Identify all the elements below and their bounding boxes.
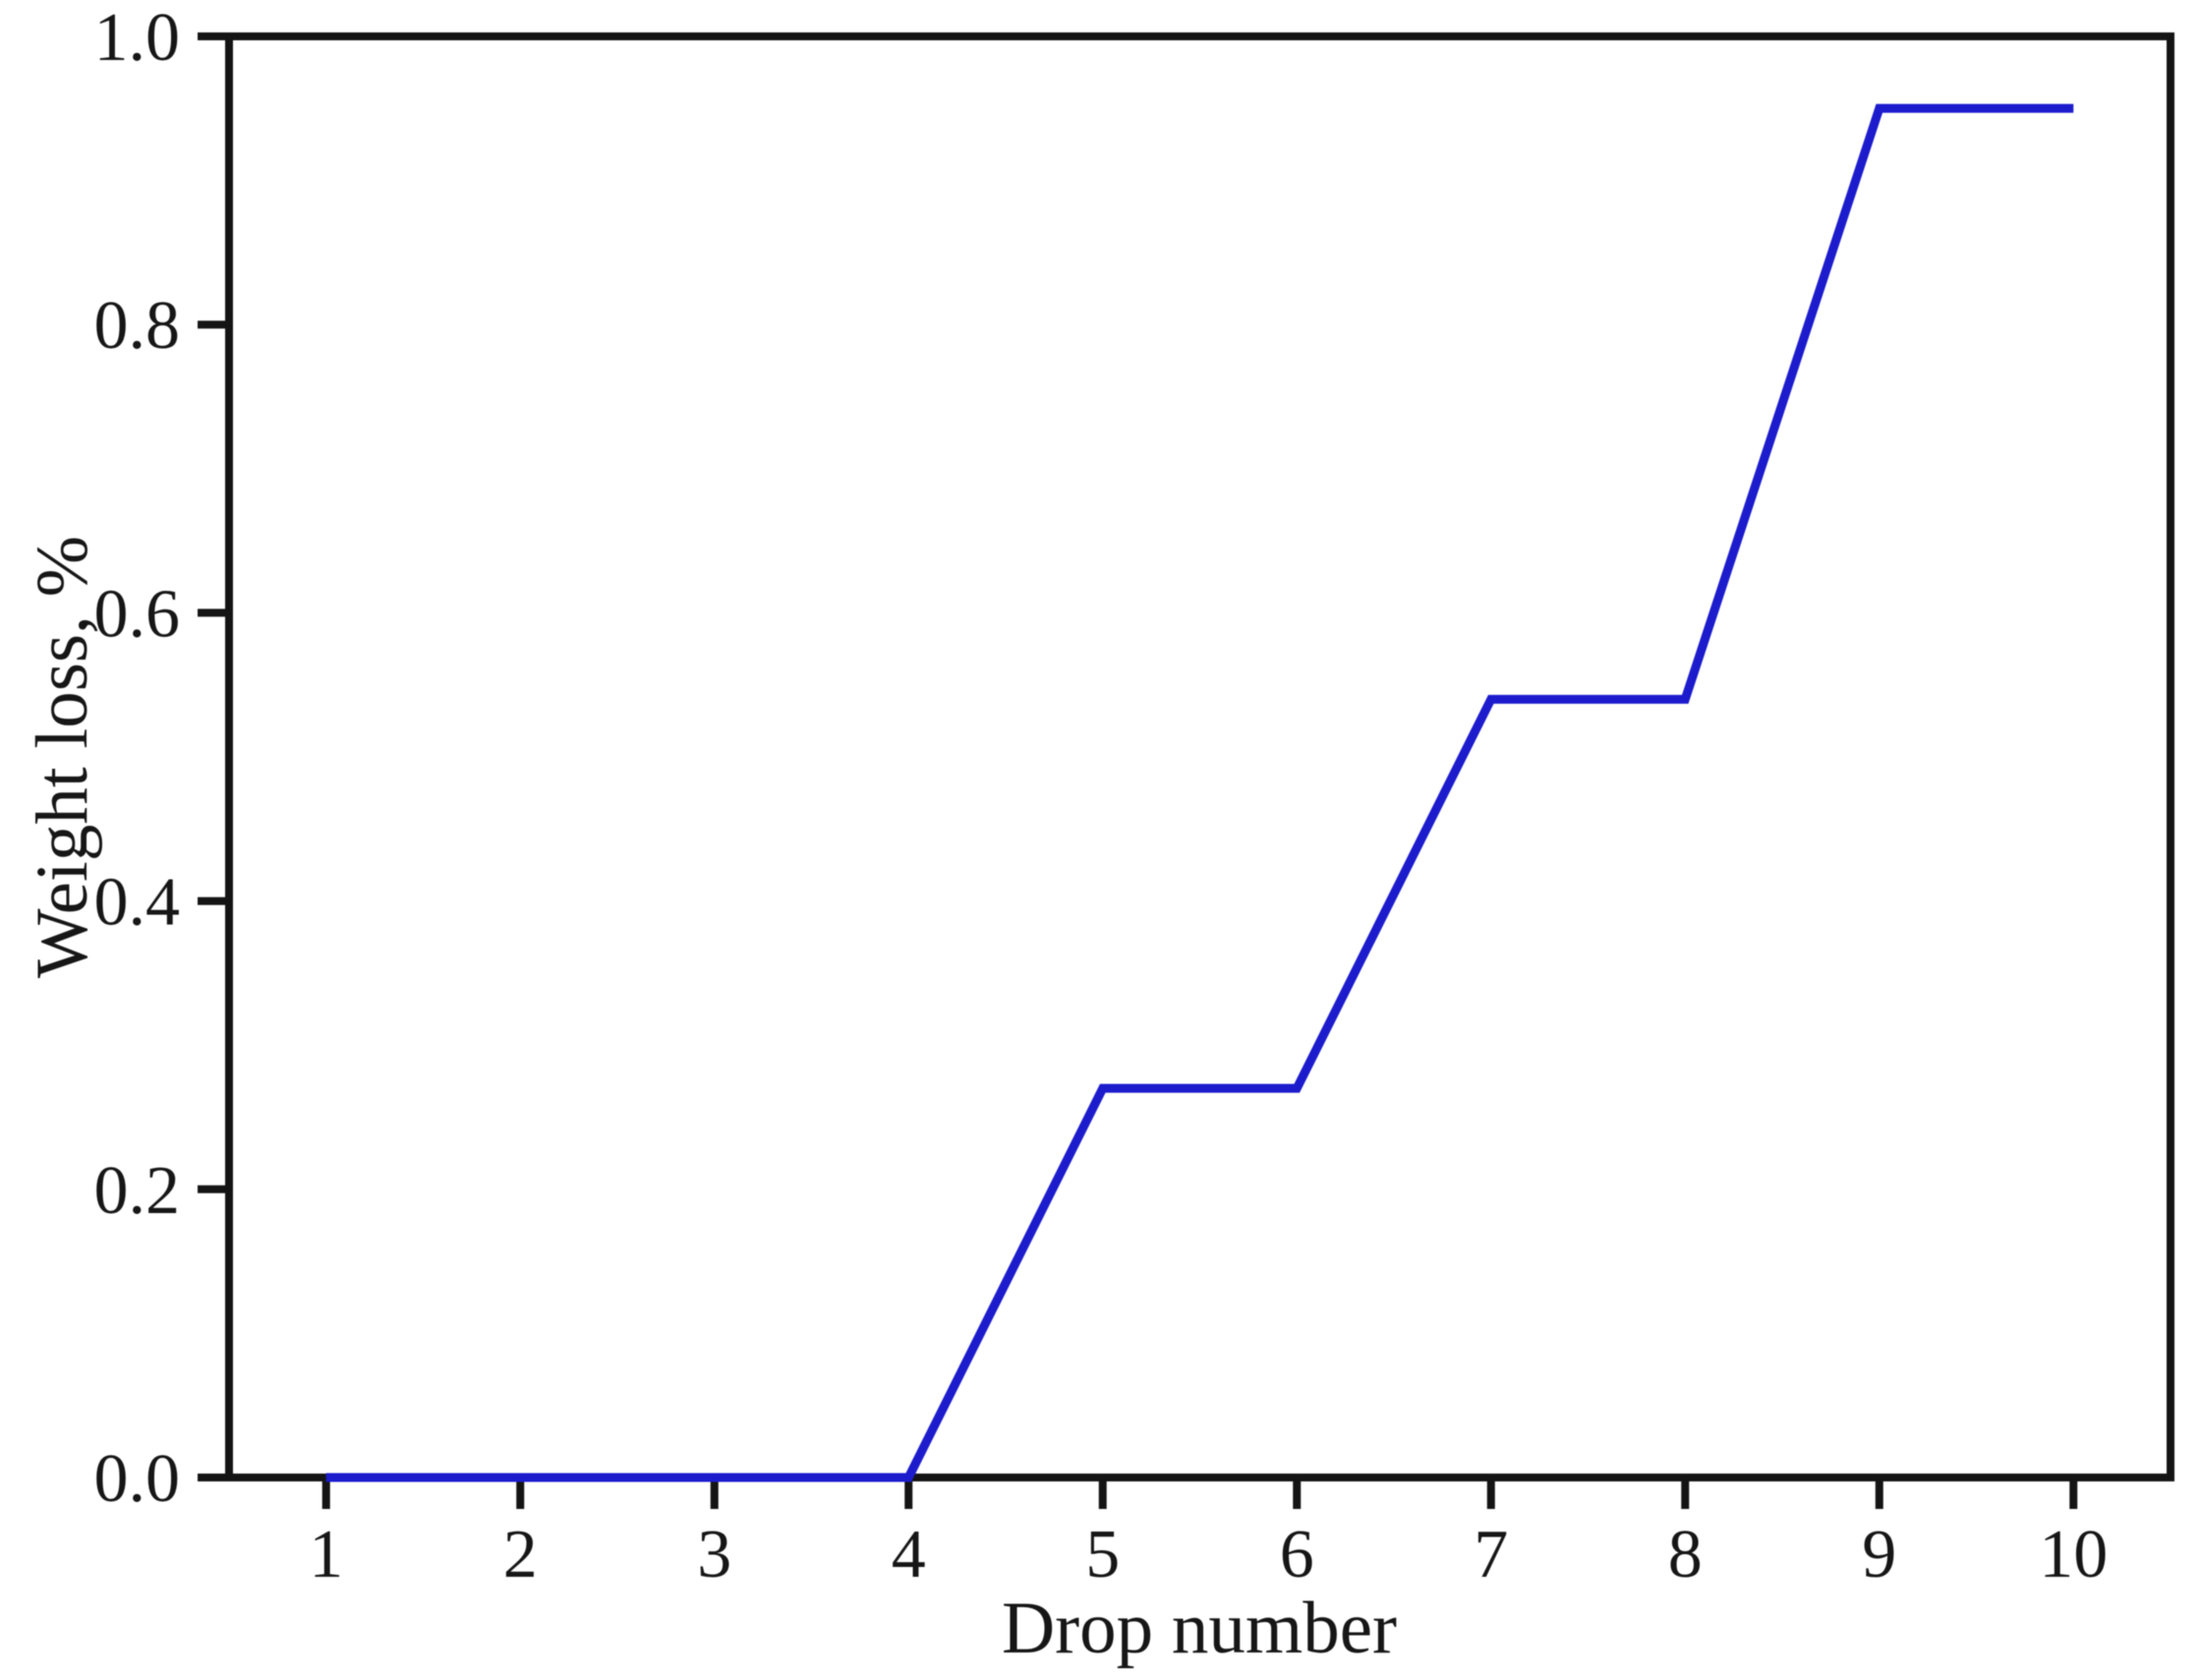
y-axis-label: Weight loss, % [22, 536, 103, 978]
y-tick-label: 0.6 [94, 576, 181, 652]
y-tick-label: 0.2 [94, 1153, 181, 1229]
x-tick-label: 1 [309, 1517, 343, 1593]
x-tick-label: 4 [892, 1517, 926, 1593]
y-tick-label: 1.0 [94, 0, 181, 76]
x-tick-label: 7 [1474, 1517, 1508, 1593]
y-tick-label: 0.4 [94, 865, 181, 941]
x-tick-label: 10 [2039, 1517, 2108, 1593]
series-weight-loss [325, 103, 2074, 1482]
chart-generated-content: 1 2 3 4 5 6 7 8 9 10 0.0 0.2 0.4 0.6 0.8 1.0 [94, 0, 2174, 1593]
x-tick-label: 5 [1085, 1517, 1120, 1593]
y-tick-label: 0.0 [94, 1441, 181, 1517]
x-tick-label: 8 [1668, 1517, 1703, 1593]
x-axis-label: Drop number [1002, 1588, 1397, 1669]
plot-border [225, 32, 2174, 1481]
y-tick-label: 0.8 [94, 288, 181, 364]
x-tick-label: 9 [1862, 1517, 1896, 1593]
x-tick-label: 3 [697, 1517, 731, 1593]
x-tick-label: 2 [503, 1517, 538, 1593]
x-tick-label: 6 [1280, 1517, 1314, 1593]
